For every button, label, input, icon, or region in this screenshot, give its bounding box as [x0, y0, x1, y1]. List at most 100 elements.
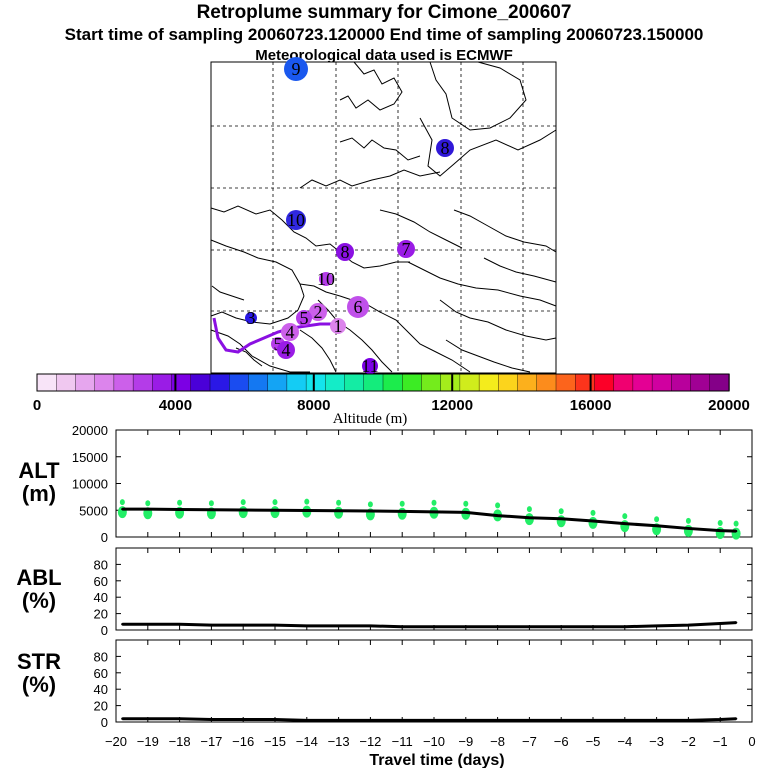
str-panel-label: STR — [17, 649, 61, 674]
series-point — [401, 719, 404, 722]
series-point — [178, 717, 181, 720]
scatter-point — [588, 516, 598, 529]
y-tick-label: 20000 — [72, 423, 108, 438]
colorbar-swatch — [517, 373, 538, 392]
series-point — [369, 624, 372, 628]
colorbar-swatch — [190, 373, 211, 392]
scatter-point — [145, 500, 151, 507]
scatter-point — [399, 500, 405, 507]
scatter-point — [431, 499, 437, 506]
series-point — [734, 529, 738, 533]
y-tick-label: 0 — [101, 530, 108, 545]
colorbar-swatch — [229, 373, 250, 392]
y-tick-label: 60 — [94, 574, 108, 589]
map-marker-label: 8 — [341, 242, 350, 262]
series-point — [655, 624, 658, 628]
scatter-point — [270, 506, 280, 519]
map-marker — [436, 139, 454, 157]
series-point — [719, 529, 722, 532]
colorbar-swatch — [536, 373, 557, 392]
series-point — [734, 717, 738, 720]
colorbar-swatch — [209, 373, 230, 392]
series-point — [496, 514, 499, 517]
colorbar-swatch — [440, 373, 461, 392]
colorbar-swatch — [555, 373, 576, 392]
scatter-point — [238, 506, 248, 519]
map-marker — [245, 312, 257, 324]
scatter-point — [526, 506, 532, 513]
series-point — [337, 719, 340, 722]
map-marker-label: 5 — [300, 308, 309, 328]
series-point — [146, 507, 149, 511]
map-marker — [319, 272, 333, 286]
colorbar-swatch — [651, 373, 673, 392]
x-tick-label: 0 — [748, 734, 755, 749]
series-point — [401, 510, 404, 513]
colorbar-swatch — [402, 373, 423, 392]
y-tick-label: 5000 — [79, 503, 108, 518]
scatter-point — [397, 507, 407, 520]
str-panel-unit: (%) — [22, 672, 56, 697]
series-point — [655, 524, 658, 527]
series-line — [122, 717, 737, 722]
map-marker — [362, 358, 378, 374]
series-point — [121, 507, 124, 511]
y-tick-label: 0 — [101, 715, 108, 730]
series-point — [242, 623, 245, 627]
series-point — [528, 625, 531, 628]
colorbar-swatch — [690, 373, 711, 392]
x-tick-labels: −20 −19 −18 −17 −16 −15 −14 −13 −12 −11 −10 −9 −8 −7−… — [105, 734, 756, 749]
colorbar-swatch — [382, 373, 403, 392]
scatter-point — [715, 527, 725, 540]
series-point — [560, 625, 563, 628]
map-marker-label: 4 — [282, 340, 291, 360]
x-tick-label: −12 — [359, 734, 381, 749]
series-point — [623, 625, 626, 628]
series-point — [432, 625, 436, 628]
series-point — [178, 508, 181, 511]
colorbar-swatch — [36, 373, 57, 392]
x-tick-label: −2 — [681, 734, 696, 749]
scatter-point — [622, 513, 628, 520]
series-point — [305, 509, 308, 512]
met-data-note: Meteorological data used is ECMWF — [255, 47, 513, 64]
series-point — [369, 719, 372, 722]
colorbar-swatch — [267, 373, 288, 392]
alt-panel-label: ALT — [18, 458, 60, 483]
panel-frame — [115, 547, 753, 631]
series-point — [401, 625, 404, 628]
series-point — [591, 625, 595, 628]
x-tick-label: −20 — [105, 734, 127, 749]
series-point — [210, 623, 213, 627]
series-point — [623, 719, 626, 722]
colorbar-swatch — [152, 373, 173, 392]
colorbar-swatch — [325, 373, 346, 392]
map-marker-label: 2 — [314, 302, 323, 322]
series-point — [337, 509, 340, 512]
panel-frame — [115, 639, 753, 723]
colorbar-swatch — [613, 373, 634, 392]
colorbar-tick-label: 4000 — [159, 397, 192, 414]
series-point — [560, 719, 563, 722]
map-marker — [296, 310, 312, 326]
colorbar-tick-label: 16000 — [570, 397, 612, 414]
series-point — [337, 624, 340, 628]
y-tick-label: 15000 — [72, 450, 108, 465]
series-point — [687, 623, 690, 627]
map-marker — [281, 323, 299, 341]
x-tick-label: −19 — [137, 734, 159, 749]
map-marker-label: 11 — [361, 356, 378, 376]
series-point — [178, 623, 181, 626]
x-tick-label: −11 — [392, 734, 413, 749]
map-marker-label: 3 — [247, 308, 256, 328]
map-marker-label: 5 — [274, 334, 283, 354]
series-point — [273, 623, 277, 627]
y-tick-label: 80 — [94, 557, 108, 572]
scatter-point — [177, 499, 183, 506]
scatter-point — [367, 501, 373, 508]
map-marker — [286, 210, 306, 230]
